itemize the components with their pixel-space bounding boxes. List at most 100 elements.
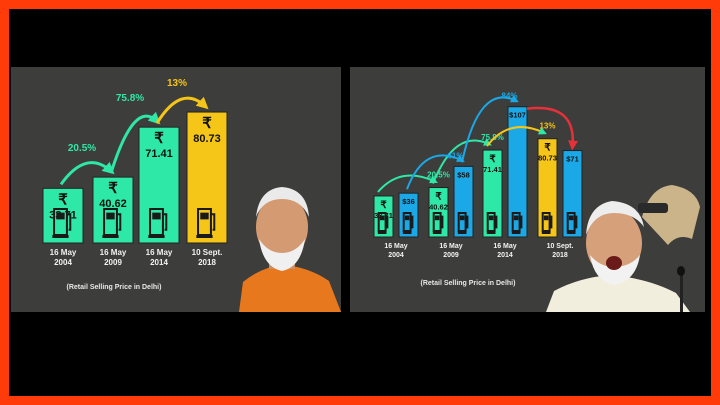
bar-3 [186,111,228,244]
date-label-bottom-3: 2018 [198,258,216,267]
bar-value-1: 40.62 [99,198,127,210]
date-label-top-0: 16 May [384,243,407,250]
date-label-bottom-1: 2009 [443,252,459,259]
date-label-bottom-0: 2004 [388,252,404,259]
petrol-change-label-2: 13% [539,122,555,131]
crude-value-0: $36 [402,197,415,206]
person-jacket [239,265,341,312]
date-label-bottom-0: 2004 [54,258,72,267]
petrol-pump-icon-2-hose [494,215,498,229]
petrol-currency-2: ₹ [489,154,496,165]
date-label-bottom-3: 2018 [552,252,568,259]
change-label-2: 13% [167,78,187,89]
pump-icon-2-base [148,235,165,238]
petrol-change-label-1: 75.8% [481,133,504,142]
pump-icon-0-hose [66,213,72,231]
person-raised-arm [642,185,700,245]
person-watch [638,203,668,213]
petrol-pump-icon-2-base [486,231,496,234]
change-label-0: 20.5% [68,143,96,154]
crude-pump-icon-0-base [402,231,412,234]
crude-value-3: $71 [566,155,579,164]
crude-pump-icon-1-base [457,231,467,234]
pump-icon-1-screen [106,212,115,220]
change-arrow-0 [59,161,115,186]
petrol-pump-icon-0-screen [379,215,385,221]
date-label-top-2: 16 May [493,243,516,250]
petrol-currency-1: ₹ [435,192,442,203]
person-face [586,209,642,277]
chart-note: (Retail Selling Price in Delhi) [421,280,516,287]
bar-currency-0: ₹ [58,191,68,208]
person-kurta [546,275,690,312]
pump-icon-3-base [196,235,213,238]
pump-icon-1-hose [116,213,122,231]
crude-drop-arrow [526,106,579,151]
bar-1 [92,176,134,244]
crude-pump-icon-2-hose [519,215,523,229]
petrol-currency-0: ₹ [380,200,387,211]
crude-pump-icon-3-hose [574,215,578,229]
date-label-bottom-2: 2014 [150,258,168,267]
crude-value-2: $107 [509,111,526,120]
bar-value-3: 80.73 [193,133,221,145]
petrol-value-3: 80.73 [538,154,557,163]
crude-pump-icon-1-hose [465,215,469,229]
pump-icon-2-hose [162,213,168,231]
petrol-change-arrow-2 [486,126,547,147]
date-label-top-1: 16 May [439,243,462,250]
bar-currency-1: ₹ [108,180,118,197]
crude-change-label-0: 61% [447,151,463,160]
petrol-pump-icon-1-base [432,231,442,234]
crude-pump-icon-3-screen [568,215,574,221]
person-beard [590,255,640,285]
pump-icon-3-hose [210,213,216,231]
petrol-pump-icon-2-screen [488,215,494,221]
date-label-top-0: 16 May [50,248,77,257]
date-label-top-2: 16 May [146,248,173,257]
bar-value-2: 71.41 [145,148,173,160]
change-label-1: 75.8% [116,93,144,104]
microphone-stand [680,273,683,312]
right-chart-panel: ₹33.71 $36 16 May 2004 ₹40.62 $58 16 May 2009 ₹7… [350,67,705,312]
petrol-change-arrow-1 [432,138,492,184]
crude-change-label-1: 84% [501,92,517,101]
pump-icon-0-base [52,235,69,238]
crude-pump-icon-1-screen [459,215,465,221]
pump-icon-2-screen [152,212,161,220]
crude-pump-icon-3-base [566,231,576,234]
crude-pump-icon-2-screen [513,215,519,221]
petrol-change-arrow-0 [377,174,438,193]
petrol-change-label-0: 20.5% [427,171,450,180]
bar-currency-2: ₹ [154,130,164,147]
person-face [256,195,308,259]
crude-pump-icon-0-screen [404,215,410,221]
chart-note: (Retail Selling Price in Delhi) [67,284,162,291]
person-hair [586,201,644,235]
petrol-pump-icon-3-hose [549,215,553,229]
crude-change-arrow-0 [406,154,465,190]
crude-value-1: $58 [457,170,470,179]
crude-pump-icon-2-base [511,231,521,234]
crude-pump-icon-0-hose [410,215,414,229]
bar-currency-3: ₹ [202,115,212,132]
petrol-pump-icon-3-base [541,231,551,234]
change-arrow-2 [155,96,209,124]
change-arrow-1 [109,111,161,174]
petrol-pump-icon-3-screen [543,215,549,221]
bar-2 [138,126,180,244]
microphone-head [677,266,685,276]
date-label-top-1: 16 May [100,248,127,257]
person-open-mouth [606,256,622,270]
date-label-bottom-2: 2014 [497,252,513,259]
date-label-top-3: 10 Sept. [547,243,574,250]
pump-icon-1-base [102,235,119,238]
petrol-pump-icon-0-hose [385,215,389,229]
pump-icon-0-screen [56,212,65,220]
crude-bar-2 [507,106,528,238]
petrol-pump-icon-1-screen [434,215,440,221]
person-hair [256,187,309,217]
